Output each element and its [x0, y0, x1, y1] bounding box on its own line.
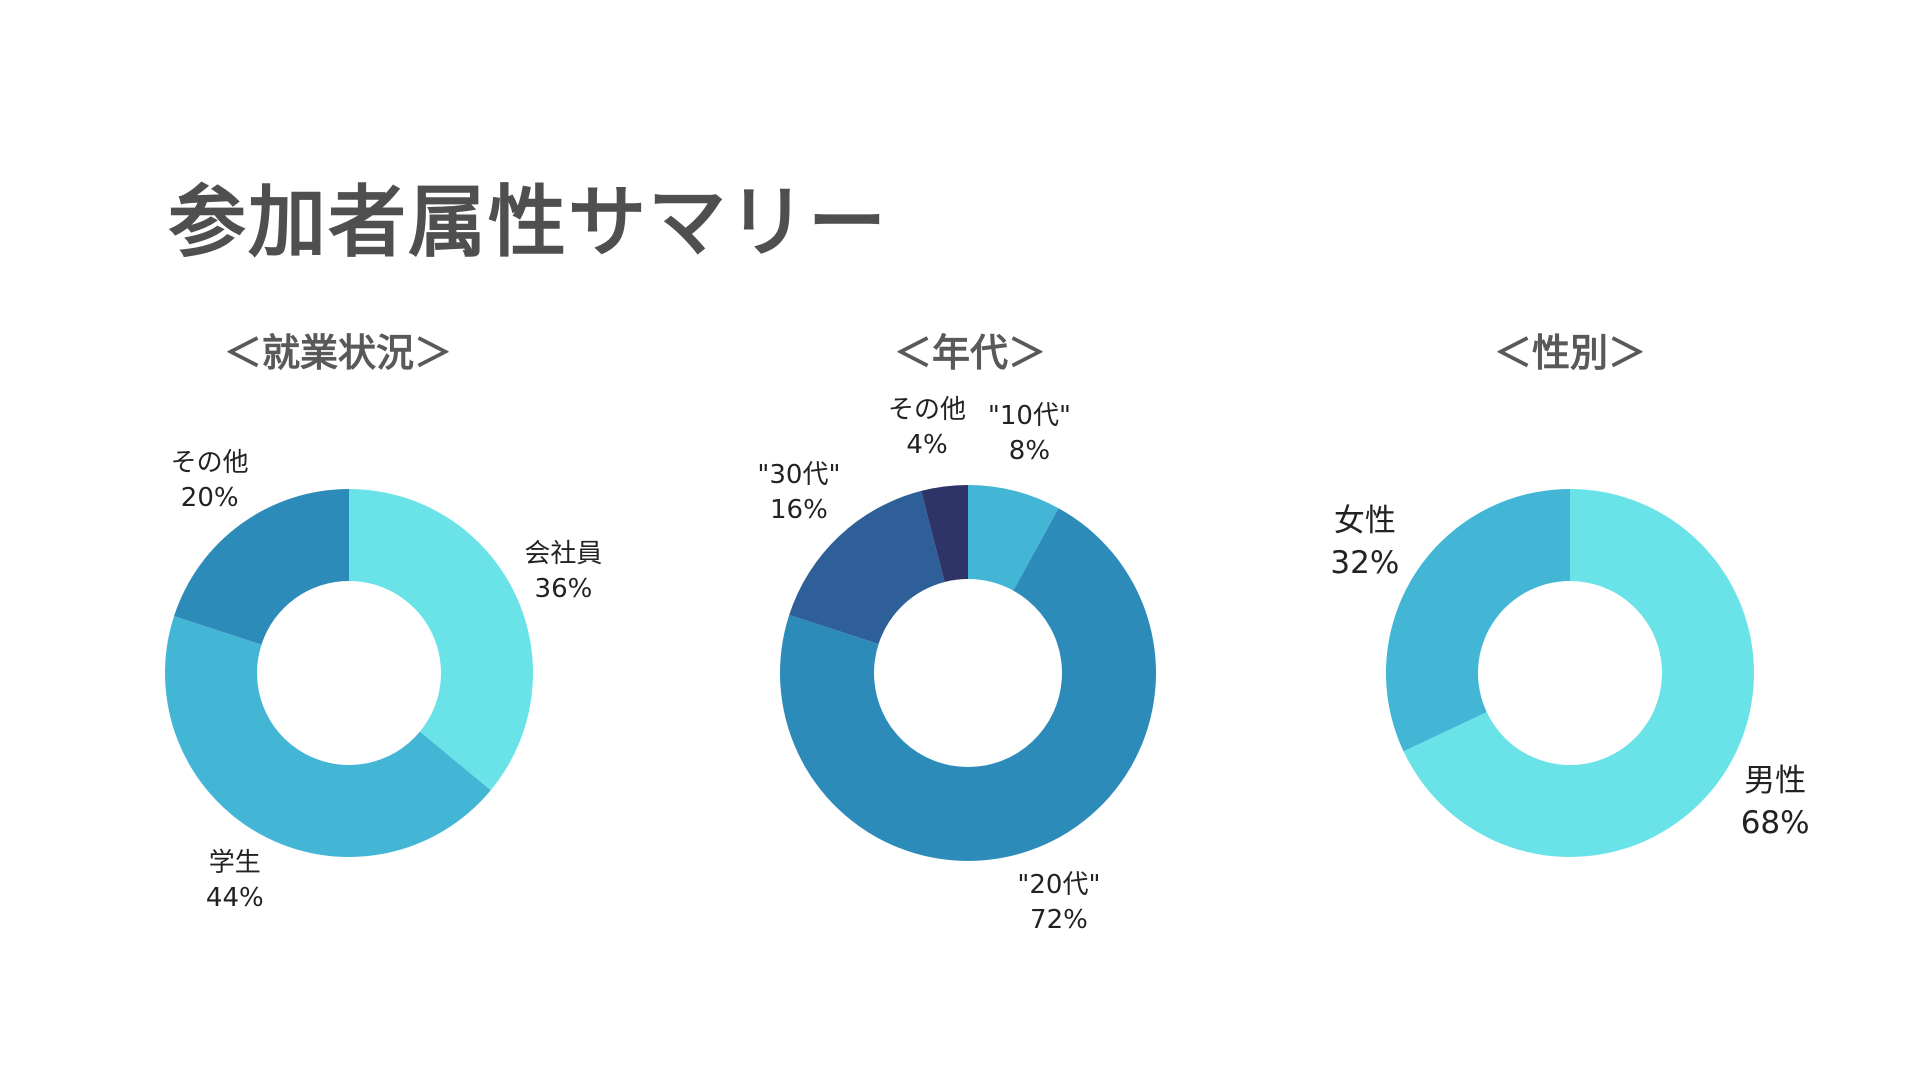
donut-slice	[164, 616, 491, 858]
slice-value: 44%	[205, 882, 264, 913]
slice-value: 72%	[1030, 904, 1088, 935]
slice-label: 男性 68%	[1741, 761, 1810, 845]
slice-category: "30代"	[757, 459, 841, 490]
slice-label: 学生 44%	[206, 846, 264, 916]
slice-label: "10代" 8%	[988, 399, 1071, 469]
slice-category: その他	[888, 394, 967, 425]
slice-category: "10代"	[987, 400, 1071, 431]
slice-value: 32%	[1330, 544, 1400, 581]
slice-category: 会社員	[524, 538, 603, 569]
chart-title: ＜性別＞	[1493, 331, 1647, 375]
donut-slice	[1403, 489, 1754, 857]
slice-label: その他 4%	[888, 393, 966, 463]
chart-title: ＜就業状況＞	[223, 331, 453, 375]
chart-employment: ＜就業状況＞ 会社員 36% 学生 44% その他 20%	[30, 0, 670, 1080]
slice-value: 8%	[1008, 435, 1051, 466]
donut-slice	[968, 485, 1059, 591]
slice-label: 女性 32%	[1330, 501, 1399, 585]
donut-slice	[1386, 489, 1570, 752]
donut-chart	[164, 489, 534, 858]
slice-category: "20代"	[1017, 869, 1101, 900]
donut-slice	[921, 485, 968, 582]
slice-label: 会社員 36%	[524, 537, 602, 607]
donut-slice	[789, 490, 945, 644]
slice-value: 4%	[906, 429, 948, 460]
slice-category: 男性	[1744, 763, 1807, 800]
slice-category: 学生	[208, 847, 261, 878]
chart-age: ＜年代＞ "10代" 8% "20代" 72% "30代" 16% その他 4%	[647, 0, 1287, 1080]
chart-gender: ＜性別＞ 男性 68% 女性 32%	[1250, 0, 1890, 1080]
donut-slice	[349, 489, 534, 791]
slice-category: 女性	[1333, 502, 1396, 539]
slice-category: その他	[170, 448, 249, 479]
donut-slice	[780, 508, 1156, 861]
slice-label: "30代" 16%	[757, 458, 840, 528]
slice-label: その他 20%	[171, 446, 249, 516]
page-title: 参加者属性サマリー	[168, 178, 889, 268]
slice-value: 16%	[770, 494, 828, 525]
donut-slice	[174, 489, 349, 645]
slice-label: "20代" 72%	[1017, 868, 1100, 938]
donut-chart	[780, 485, 1156, 861]
slice-value: 20%	[180, 483, 239, 514]
donut-chart	[1386, 489, 1754, 857]
slice-value: 36%	[534, 574, 593, 605]
chart-title: ＜年代＞	[893, 331, 1047, 375]
slice-value: 68%	[1740, 805, 1810, 842]
